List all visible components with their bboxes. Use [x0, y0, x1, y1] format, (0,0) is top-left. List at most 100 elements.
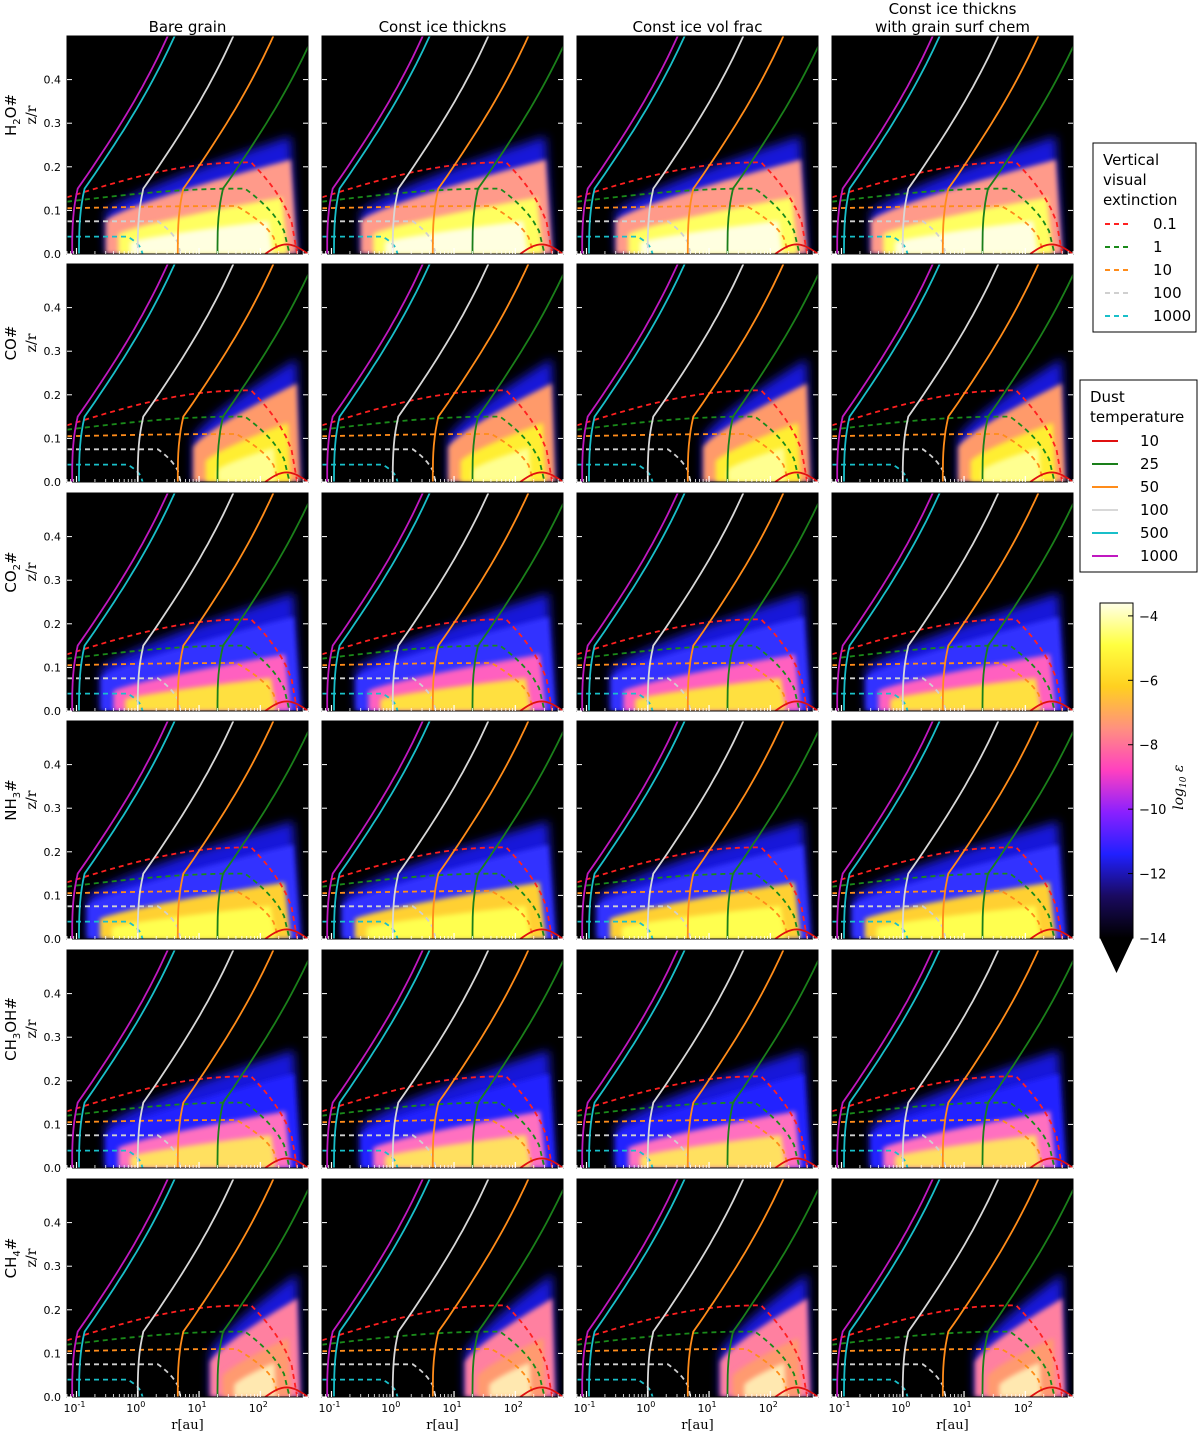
extinction-contour-1 [322, 1101, 546, 1168]
panel-frame [576, 492, 819, 712]
extinction-contour-1 [577, 187, 801, 254]
temperature-contour-50 [941, 493, 1040, 711]
abundance-peak [217, 447, 276, 482]
y-tick-label: 0.0 [44, 705, 62, 718]
temperature-contour-10 [774, 700, 818, 711]
panel-frame [576, 720, 819, 940]
extinction-contour-1 [67, 415, 291, 482]
y-tick-label: 0.2 [44, 846, 62, 859]
temperature-contour-10 [774, 243, 818, 254]
temperature-contour-1000 [326, 1179, 424, 1397]
temperature-contour-10 [774, 1386, 818, 1397]
extinction-contour-100 [322, 905, 437, 939]
temperature-contour-50 [686, 1179, 785, 1397]
colorbar-tick-label: −12 [1139, 868, 1166, 883]
temperature-contour-1000 [326, 950, 424, 1168]
panel-frame [66, 720, 309, 940]
extinction-contour-100 [832, 905, 947, 939]
temperature-contour-25 [981, 44, 1073, 254]
temperature-contour-50 [176, 950, 275, 1168]
temperature-contour-100 [391, 493, 490, 711]
row-species-label: H2O# [2, 94, 23, 136]
temperature-contour-100 [646, 264, 745, 482]
temperature-contour-500 [78, 36, 176, 254]
y-tick-label: 0.1 [44, 432, 62, 445]
legend-entry-label: 10 [1153, 261, 1172, 279]
panel-frame [321, 949, 564, 1169]
temperature-contour-500 [78, 950, 176, 1168]
temperature-contour-500 [78, 1179, 176, 1397]
abundance-peak [890, 678, 1041, 711]
temperature-contour-1000 [326, 264, 424, 482]
temperature-contour-500 [588, 493, 686, 711]
panel-frame [831, 1178, 1074, 1398]
y-tick-label: 0.4 [44, 759, 62, 772]
row-species-label: CO2# [2, 551, 23, 592]
temperature-contour-500 [588, 264, 686, 482]
temperature-contour-10 [1029, 928, 1073, 939]
legend-entry-label: 25 [1140, 455, 1159, 473]
temperature-contour-10 [264, 243, 308, 254]
row-species-label: NH3# [2, 779, 23, 820]
abundance-peak [130, 221, 273, 254]
x-axis-label: r[au] [171, 1418, 203, 1433]
temperature-contour-100 [901, 493, 1000, 711]
extinction-contour-1 [322, 187, 546, 254]
panel-frame [576, 1178, 819, 1398]
temperature-contour-100 [391, 950, 490, 1168]
temperature-contour-10 [264, 471, 308, 482]
extinction-contour-100 [322, 448, 437, 482]
extinction-contour-1 [832, 415, 1056, 482]
temperature-contour-10 [1029, 1386, 1073, 1397]
temperature-contour-50 [941, 36, 1040, 254]
temperature-contour-100 [646, 493, 745, 711]
y-tick-label: 0.0 [44, 248, 62, 261]
extinction-contour-1 [322, 872, 546, 939]
temperature-contour-50 [176, 721, 275, 939]
temperature-contour-10 [774, 1157, 818, 1168]
temperature-contour-1000 [836, 493, 934, 711]
extinction-contour-1 [577, 644, 801, 711]
y-axis-label: z/r [24, 790, 40, 809]
temperature-contour-25 [471, 729, 563, 939]
x-axis-label: r[au] [681, 1418, 713, 1433]
temperature-contour-10 [1029, 700, 1073, 711]
y-tick-label: 0.4 [44, 302, 62, 315]
temperature-contour-10 [264, 928, 308, 939]
legend-entry-label: 50 [1140, 478, 1159, 496]
panel-frame [321, 720, 564, 940]
y-tick-label: 0.1 [44, 889, 62, 902]
temperature-contour-25 [471, 44, 563, 254]
temperature-contour-100 [391, 264, 490, 482]
panel-r2-c1 [321, 492, 564, 712]
colorbar-gradient [1099, 602, 1134, 939]
extinction-contour-0.1 [322, 161, 554, 254]
temperature-contour-100 [136, 264, 235, 482]
temperature-contour-500 [333, 721, 431, 939]
temperature-contour-50 [176, 36, 275, 254]
temperature-contour-100 [901, 1179, 1000, 1397]
extinction-contour-0.1 [832, 389, 1064, 482]
panel-r4-c3 [831, 949, 1074, 1169]
extinction-contour-100 [322, 1363, 437, 1397]
temperature-contour-100 [391, 721, 490, 939]
panel-r3-c3 [831, 720, 1074, 940]
y-tick-label: 0.2 [44, 618, 62, 631]
abundance-peak [635, 678, 786, 711]
temperature-contour-100 [136, 1179, 235, 1397]
extinction-contour-0.1 [67, 618, 299, 711]
temperature-contour-100 [646, 1179, 745, 1397]
y-tick-label: 0.1 [44, 1118, 62, 1131]
temperature-contour-100 [646, 721, 745, 939]
extinction-contour-100 [832, 1363, 947, 1397]
panel-r0-c0: 0.0 0.1 0.2 0.3 0.4 [44, 35, 309, 261]
extinction-contour-0.1 [67, 1304, 299, 1397]
extinction-contour-1 [67, 1101, 291, 1168]
panel-r0-c3 [831, 35, 1074, 255]
x-tick-label: 102 [759, 1400, 778, 1415]
y-tick-label: 0.4 [44, 531, 62, 544]
legend-entry-label: 100 [1140, 501, 1169, 519]
abundance-peak [895, 1135, 1041, 1168]
temperature-contour-500 [333, 264, 431, 482]
colorbar-extend-arrow [1100, 938, 1133, 973]
